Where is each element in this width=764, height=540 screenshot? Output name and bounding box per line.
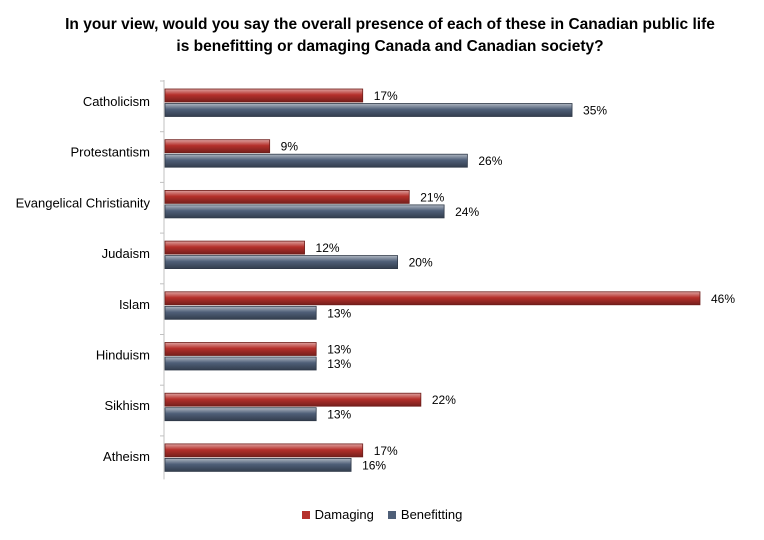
bar-damaging xyxy=(164,189,410,204)
category-label: Hinduism xyxy=(96,348,150,363)
data-label: 20% xyxy=(409,256,433,270)
legend: Damaging Benefitting xyxy=(0,507,764,522)
category-label: Islam xyxy=(119,297,150,312)
data-label: 13% xyxy=(327,408,351,422)
data-label: 24% xyxy=(455,205,479,219)
bar-benefitting xyxy=(164,407,317,422)
data-label: 16% xyxy=(362,458,386,472)
category-label: Evangelical Christianity xyxy=(16,195,151,210)
data-label: 9% xyxy=(281,140,299,154)
data-label: 13% xyxy=(327,343,351,357)
legend-label-damaging: Damaging xyxy=(314,507,374,522)
bar-benefitting xyxy=(164,204,445,219)
bar-damaging xyxy=(164,240,305,255)
bar-benefitting xyxy=(164,305,317,320)
bar-benefitting xyxy=(164,153,468,168)
data-label: 22% xyxy=(432,393,456,407)
category-label: Protestantism xyxy=(71,145,150,160)
data-label: 12% xyxy=(316,241,340,255)
bar-damaging xyxy=(164,443,364,458)
bar-benefitting xyxy=(164,457,352,472)
category-label: Atheism xyxy=(103,449,150,464)
data-label: 17% xyxy=(374,444,398,458)
category-label: Catholicism xyxy=(83,94,150,109)
legend-item-damaging: Damaging xyxy=(301,507,374,522)
bar-chart: Catholicism 17% 35% Protestantism 9% 26% Evang… xyxy=(16,80,735,480)
legend-swatch-damaging xyxy=(301,510,310,519)
data-label: 13% xyxy=(327,306,351,320)
legend-label-benefitting: Benefitting xyxy=(400,507,463,522)
data-label: 17% xyxy=(374,89,398,103)
legend-swatch-benefitting xyxy=(387,510,396,519)
bar-damaging xyxy=(164,392,422,407)
legend-item-benefitting: Benefitting xyxy=(387,507,463,522)
bar-benefitting xyxy=(164,255,399,270)
data-label: 26% xyxy=(478,154,502,168)
bar-damaging xyxy=(164,88,364,103)
data-label: 46% xyxy=(711,292,735,306)
chart-title: In your view, would you say the overall … xyxy=(65,16,715,55)
bar-damaging xyxy=(164,291,701,306)
data-label: 13% xyxy=(327,357,351,371)
data-label: 35% xyxy=(583,104,607,118)
bar-damaging xyxy=(164,139,271,154)
category-label: Judaism xyxy=(102,246,150,261)
bar-benefitting xyxy=(164,103,573,117)
data-label: 21% xyxy=(420,190,444,204)
category-label: Sikhism xyxy=(104,398,150,413)
bar-damaging xyxy=(164,342,317,356)
bar-benefitting xyxy=(164,356,317,371)
